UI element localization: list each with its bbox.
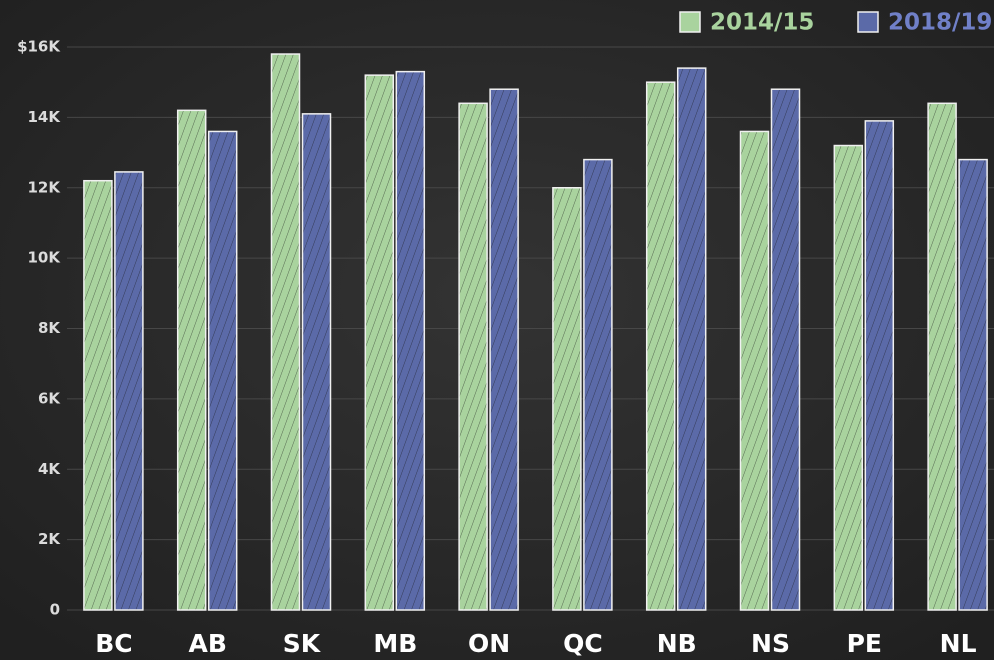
bar (676, 67, 707, 611)
bar (958, 158, 988, 611)
bar (270, 53, 301, 611)
bar (395, 70, 426, 611)
bar (83, 179, 113, 611)
y-tick-label: 0 (50, 601, 60, 619)
legend-label: 2014/15 (710, 10, 814, 36)
y-tick-label: 8K (38, 319, 61, 337)
bar (114, 171, 144, 611)
x-tick-label: NS (751, 629, 790, 658)
y-tick-label: 4K (38, 460, 61, 478)
legend-swatch (679, 11, 701, 33)
y-tick-label: 2K (38, 530, 61, 548)
bar (301, 113, 332, 611)
legend-swatch (857, 11, 879, 33)
bar (770, 88, 801, 611)
bar (364, 74, 395, 611)
x-tick-label: BC (95, 629, 132, 658)
x-tick-label: QC (563, 629, 603, 658)
bar (458, 102, 488, 611)
bar (207, 130, 238, 611)
y-tick-label: 6K (38, 389, 61, 407)
bar (864, 120, 895, 611)
x-tick-label: AB (188, 629, 226, 658)
y-tick-label: 14K (28, 108, 62, 126)
bar (645, 81, 676, 611)
x-tick-label: NL (940, 629, 977, 658)
x-tick-label: NB (657, 629, 697, 658)
y-tick-label: $16K (17, 38, 61, 56)
bar (552, 187, 582, 611)
bar (927, 102, 957, 611)
x-tick-label: ON (468, 629, 510, 658)
x-tick-label: MB (373, 629, 417, 658)
bar (833, 144, 864, 611)
legend-label: 2018/19 (888, 10, 992, 36)
x-tick-label: PE (847, 629, 882, 658)
bar (176, 109, 207, 611)
y-tick-label: 10K (28, 249, 62, 267)
x-tick-label: SK (283, 629, 322, 658)
y-tick-label: 12K (28, 178, 62, 196)
bar (489, 88, 519, 611)
bar (583, 158, 613, 611)
bar (739, 130, 770, 611)
